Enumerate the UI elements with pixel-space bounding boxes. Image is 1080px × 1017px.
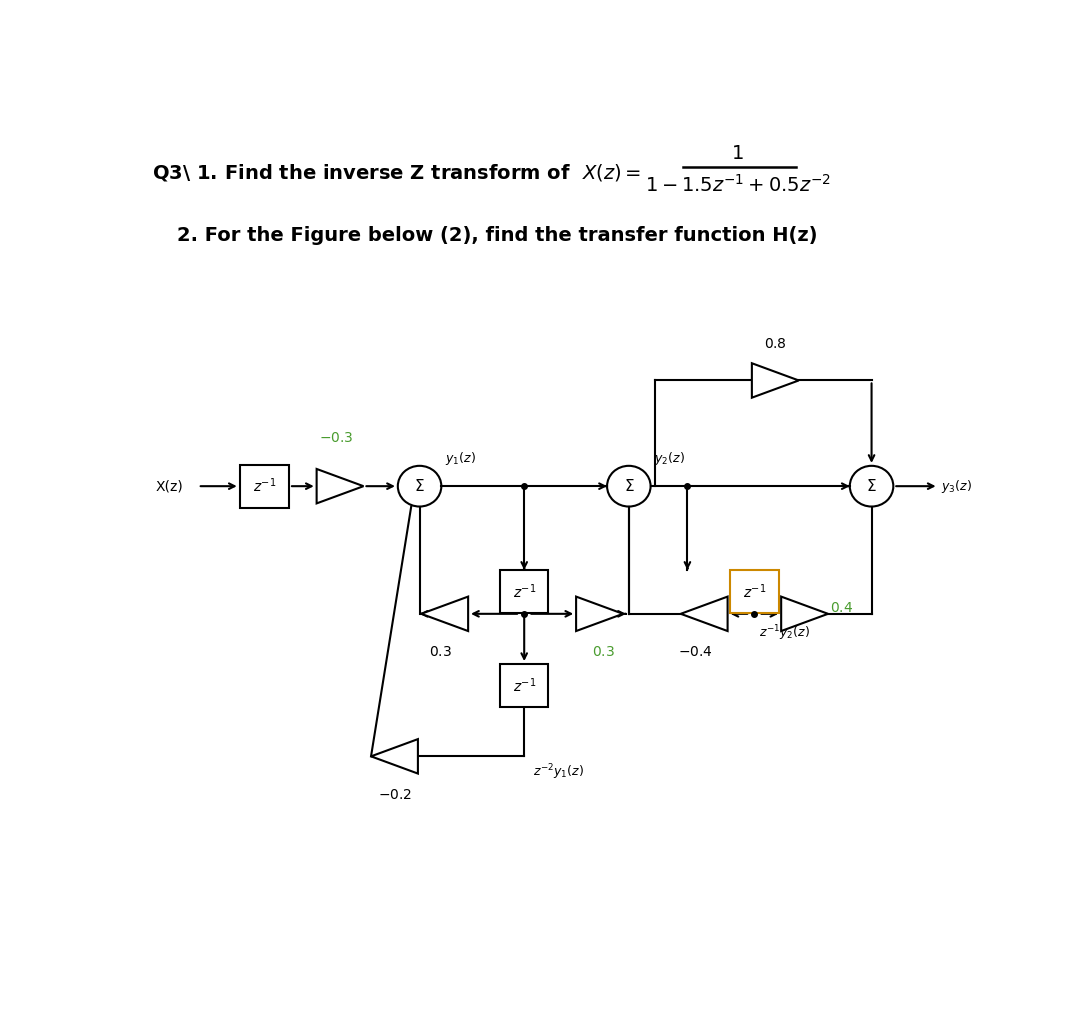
Text: $0.4$: $0.4$ — [829, 601, 853, 614]
Text: $y_1(z)$: $y_1(z)$ — [445, 450, 475, 467]
Text: $1$: $1$ — [731, 143, 744, 163]
Text: $-0.2$: $-0.2$ — [378, 787, 411, 801]
FancyBboxPatch shape — [241, 465, 289, 507]
Text: $0.3$: $0.3$ — [592, 645, 616, 659]
Text: $y_3(z)$: $y_3(z)$ — [941, 478, 972, 494]
Text: $z^{-1}$: $z^{-1}$ — [513, 583, 536, 601]
Polygon shape — [752, 363, 799, 398]
Polygon shape — [372, 739, 418, 774]
Polygon shape — [680, 597, 728, 631]
Text: $0.8$: $0.8$ — [764, 337, 786, 351]
Text: $\Sigma$: $\Sigma$ — [415, 478, 424, 494]
Text: $y_2(z)$: $y_2(z)$ — [653, 450, 685, 467]
Text: $-0.4$: $-0.4$ — [678, 645, 713, 659]
Text: X(z): X(z) — [156, 479, 184, 493]
Polygon shape — [316, 469, 364, 503]
Text: $z^{-1}y_2(z)$: $z^{-1}y_2(z)$ — [758, 623, 810, 643]
FancyBboxPatch shape — [500, 664, 549, 708]
FancyBboxPatch shape — [730, 571, 779, 613]
Text: $z^{-1}$: $z^{-1}$ — [743, 583, 766, 601]
Text: $1-1.5z^{-1}+0.5z^{-2}$: $1-1.5z^{-1}+0.5z^{-2}$ — [645, 174, 831, 195]
Text: $z^{-1}$: $z^{-1}$ — [253, 477, 276, 495]
Polygon shape — [781, 597, 828, 631]
Text: $z^{-2}y_1(z)$: $z^{-2}y_1(z)$ — [532, 763, 583, 782]
FancyBboxPatch shape — [500, 571, 549, 613]
Text: $-0.3$: $-0.3$ — [319, 431, 353, 445]
Text: $z^{-1}$: $z^{-1}$ — [513, 676, 536, 696]
Text: 2. For the Figure below (2), find the transfer function H(z): 2. For the Figure below (2), find the tr… — [177, 226, 818, 245]
Text: $0.3$: $0.3$ — [429, 645, 451, 659]
Polygon shape — [576, 597, 623, 631]
Polygon shape — [421, 597, 468, 631]
Text: $\Sigma$: $\Sigma$ — [623, 478, 634, 494]
Text: $\Sigma$: $\Sigma$ — [866, 478, 877, 494]
Text: Q3\ 1. Find the inverse Z transform of  $X(z)=$: Q3\ 1. Find the inverse Z transform of $… — [151, 163, 642, 183]
